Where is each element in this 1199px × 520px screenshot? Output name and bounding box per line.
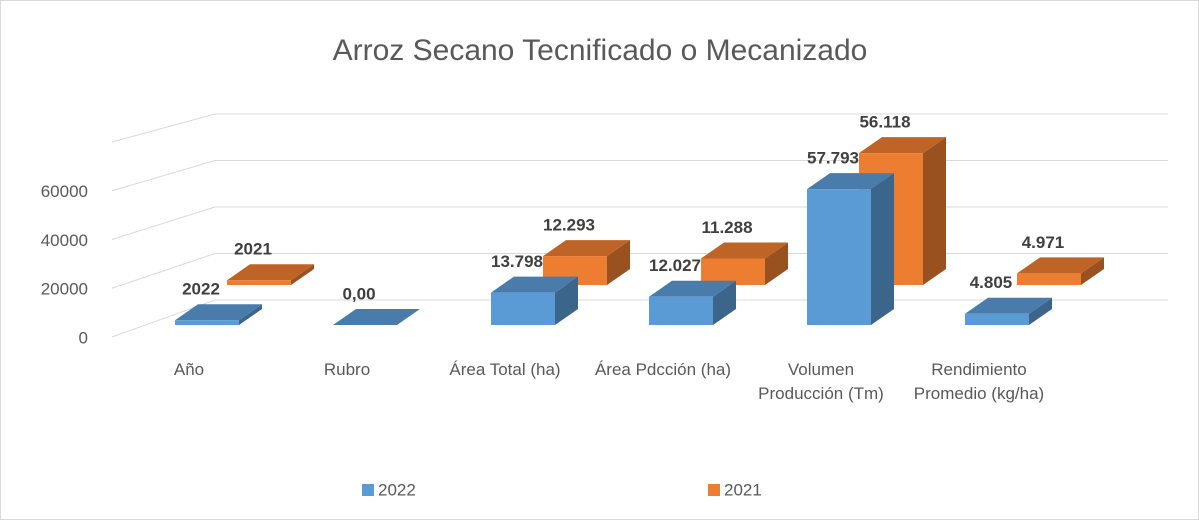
data-label: 4.971 <box>1022 233 1065 252</box>
x-tick-label: Área Total (ha) <box>449 360 561 379</box>
bar-top <box>965 297 1052 314</box>
bar <box>333 309 420 325</box>
bar-top <box>807 173 894 190</box>
bar-front <box>701 258 765 285</box>
x-tick-label: Rubro <box>323 360 371 379</box>
bar-side <box>607 240 630 285</box>
bar-top <box>543 240 630 257</box>
grid-line-side <box>111 160 216 192</box>
bar-top <box>859 137 946 154</box>
bar-top <box>1017 257 1104 274</box>
bar-side <box>1029 297 1052 325</box>
bar <box>807 173 894 325</box>
data-label: 12.027 <box>649 256 701 275</box>
bar-top <box>649 280 736 297</box>
bar-front <box>965 313 1029 325</box>
x-tick-label: Volumen Producción (Tm) <box>758 360 884 403</box>
bar-side <box>923 137 946 285</box>
grid-line-side <box>111 206 216 240</box>
bar-side <box>871 173 894 325</box>
chart-title: Arroz Secano Tecnificado o Mecanizado <box>333 34 868 67</box>
bar <box>701 242 788 285</box>
data-label: 2021 <box>234 240 272 259</box>
bar-side <box>765 242 788 285</box>
bar-front <box>649 296 713 325</box>
bar-top <box>701 242 788 259</box>
bar-top <box>491 276 578 293</box>
bar-side <box>239 304 262 325</box>
bar <box>175 304 262 325</box>
data-label: 56.118 <box>859 113 910 132</box>
x-tick-label: Año <box>173 360 205 379</box>
bar <box>649 280 736 325</box>
legend-label: 2022 <box>378 480 416 499</box>
bar-front <box>807 189 871 325</box>
data-label: 57.793 <box>807 149 859 168</box>
data-label: 2022 <box>182 280 220 299</box>
x-tick-label: Rendimiento Promedio (kg/ha) <box>913 360 1045 403</box>
y-tick-label: 60000 <box>41 182 88 201</box>
data-label: 4.805 <box>970 273 1013 292</box>
bar-front <box>491 292 555 325</box>
grid-line-side <box>111 253 216 289</box>
legend-label: 2021 <box>724 480 762 499</box>
bar-front <box>227 280 291 285</box>
y-tick-label: 40000 <box>41 231 88 250</box>
bar-side <box>555 276 578 325</box>
bar-top <box>333 309 420 325</box>
legend-swatch <box>362 484 374 496</box>
bar-front <box>175 320 239 325</box>
bar-top <box>175 304 262 321</box>
data-label: 12.293 <box>543 216 595 235</box>
data-label: 13.798 <box>491 252 543 271</box>
y-tick-label: 0 <box>79 328 88 347</box>
x-tick-label: Área Pdcción (ha) <box>594 360 732 379</box>
grid-line-side <box>111 113 216 143</box>
bar-side <box>291 264 314 285</box>
bar <box>491 276 578 325</box>
bar-top <box>227 264 314 281</box>
y-tick-label: 20000 <box>41 280 88 299</box>
bar-side <box>713 280 736 325</box>
bar <box>227 264 314 285</box>
legend-swatch <box>708 484 720 496</box>
bar-side <box>1081 257 1104 285</box>
bar-front <box>1017 273 1081 285</box>
data-label: 11.288 <box>701 218 752 237</box>
bar <box>1017 257 1104 285</box>
data-label: 0,00 <box>342 284 375 303</box>
bar <box>965 297 1052 325</box>
